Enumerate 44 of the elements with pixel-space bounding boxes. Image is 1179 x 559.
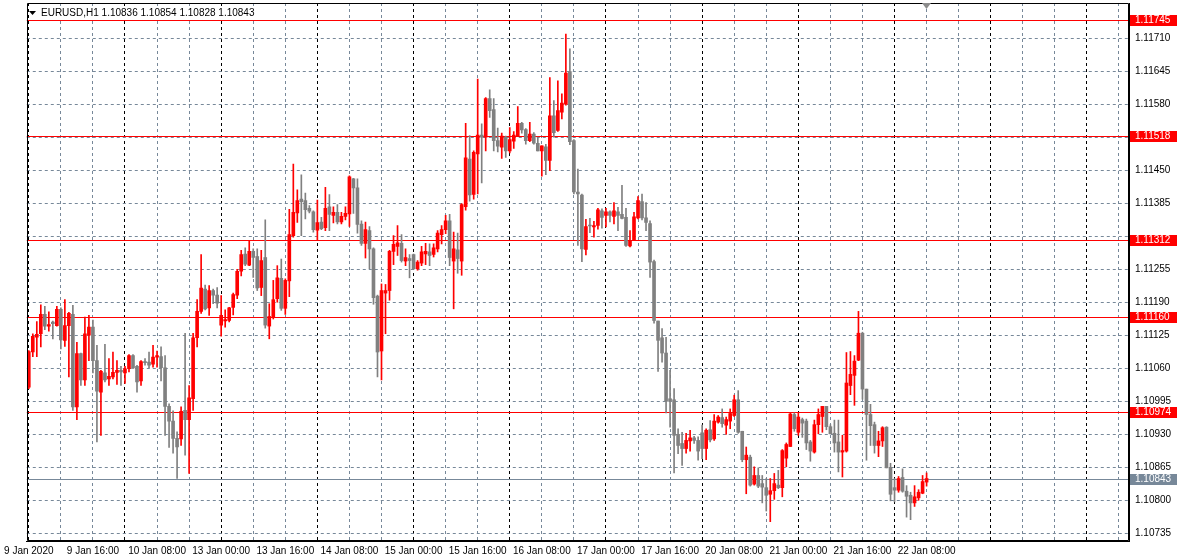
candlestick xyxy=(103,344,107,383)
candlestick xyxy=(183,332,187,456)
y-tick-label: 1.11060 xyxy=(1135,362,1171,374)
x-tick-label: 20 Jan 08:00 xyxy=(705,544,764,556)
y-tick-label: 1.10735 xyxy=(1135,527,1172,539)
x-tick-label: 16 Jan 08:00 xyxy=(512,544,572,556)
x-tick-label: 21 Jan 00:00 xyxy=(769,544,828,556)
y-tick-label: 1.11125 xyxy=(1135,329,1171,340)
x-tick-label: 21 Jan 16:00 xyxy=(833,544,892,556)
y-tick-label: 1.11450 xyxy=(1135,163,1171,175)
x-tick-label: 17 Jan 00:00 xyxy=(577,544,636,556)
x-tick-label: 14 Jan 08:00 xyxy=(320,544,379,556)
y-tick-label: 1.11255 xyxy=(1135,262,1171,274)
y-tick-label: 1.10800 xyxy=(1135,494,1172,506)
y-tick-label: 1.11710 xyxy=(1135,31,1171,43)
candlestick xyxy=(680,431,684,466)
x-tick-label: 13 Jan 00:00 xyxy=(192,544,251,556)
y-tick-label: 1.11645 xyxy=(1135,64,1171,76)
candlestick xyxy=(744,446,749,495)
y-tick-label: 1.11190 xyxy=(1135,295,1171,307)
ref-line-label: 1.10974 xyxy=(1135,406,1172,418)
candlestick xyxy=(119,365,123,386)
x-tick-label: 10 Jan 08:00 xyxy=(128,544,187,556)
y-tick-label: 1.10995 xyxy=(1135,395,1172,407)
x-tick-label: 15 Jan 00:00 xyxy=(384,544,443,556)
x-tick-label: 17 Jan 16:00 xyxy=(641,544,700,556)
y-tick-label: 1.11385 xyxy=(1135,196,1171,208)
x-tick-label: 9 Jan 2020 xyxy=(4,544,54,556)
x-tick-label: 13 Jan 16:00 xyxy=(256,544,315,556)
candlestick xyxy=(539,145,544,177)
ref-line-label: 1.11160 xyxy=(1135,311,1171,323)
ref-line-label: 1.11312 xyxy=(1135,234,1171,246)
x-tick-label: 22 Jan 08:00 xyxy=(897,544,956,556)
ref-line-label: 1.10843 xyxy=(1135,473,1172,485)
chart-title: EURUSD,H1 1.10836 1.10854 1.10828 1.10843 xyxy=(39,6,257,19)
candlestick xyxy=(51,320,55,340)
ref-line-label: 1.11518 xyxy=(1135,130,1171,142)
ref-line-label: 1.11745 xyxy=(1135,14,1171,26)
x-tick-label: 9 Jan 16:00 xyxy=(66,544,120,556)
y-tick-label: 1.11580 xyxy=(1135,97,1171,109)
candlestick xyxy=(776,470,781,489)
y-tick-label: 1.10865 xyxy=(1135,461,1172,473)
y-tick-label: 1.10930 xyxy=(1135,428,1172,440)
x-tick-label: 15 Jan 16:00 xyxy=(448,544,508,556)
